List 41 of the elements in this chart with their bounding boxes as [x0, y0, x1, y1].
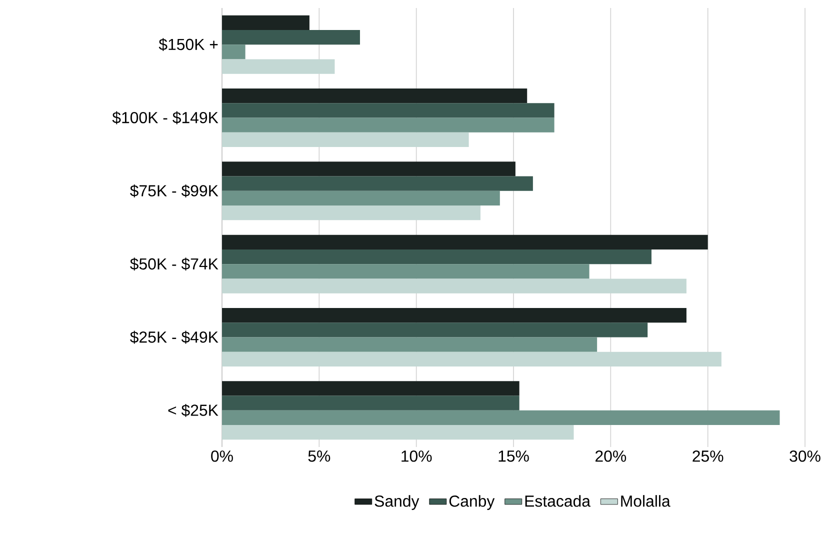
bar	[222, 337, 598, 352]
bar	[222, 410, 780, 426]
legend-label: Estacada	[525, 495, 590, 507]
bar	[222, 103, 554, 118]
bar	[222, 322, 648, 338]
x-tick-label: 25%	[692, 450, 724, 462]
y-tick-label: $75K - $99K	[130, 184, 218, 198]
bar	[222, 381, 520, 396]
y-tick-label: < $25K	[168, 404, 218, 417]
bar	[222, 88, 528, 104]
bar	[222, 206, 480, 220]
x-tick-label: 0%	[211, 450, 233, 462]
bar	[222, 278, 686, 294]
bar	[222, 396, 520, 410]
bar	[222, 176, 533, 191]
bar	[222, 132, 469, 148]
bar	[222, 118, 554, 132]
bar	[222, 30, 360, 45]
y-tick-label: $100K - $149K	[112, 111, 218, 124]
bar	[222, 308, 686, 323]
bar	[222, 59, 335, 74]
x-tick-label: 30%	[790, 450, 820, 462]
bar	[222, 15, 310, 30]
x-tick-label: 20%	[596, 450, 626, 462]
bar	[222, 249, 652, 264]
x-tick-label: 15%	[498, 450, 529, 462]
bar	[222, 190, 500, 206]
bar	[222, 234, 708, 250]
y-tick-label: $50K - $74K	[130, 258, 218, 271]
legend-label: Canby	[449, 495, 495, 510]
bar	[222, 162, 516, 176]
bar	[222, 425, 574, 440]
bar	[222, 44, 246, 60]
legend-label: Sandy	[374, 495, 420, 510]
bar	[222, 264, 590, 279]
x-tick-label: 10%	[402, 450, 432, 462]
bar	[222, 352, 722, 367]
x-tick-label: 5%	[308, 450, 330, 462]
y-tick-label: $150K +	[158, 38, 218, 52]
y-tick-label: $25K - $49K	[130, 330, 218, 344]
legend-label: Molalla	[621, 495, 670, 507]
